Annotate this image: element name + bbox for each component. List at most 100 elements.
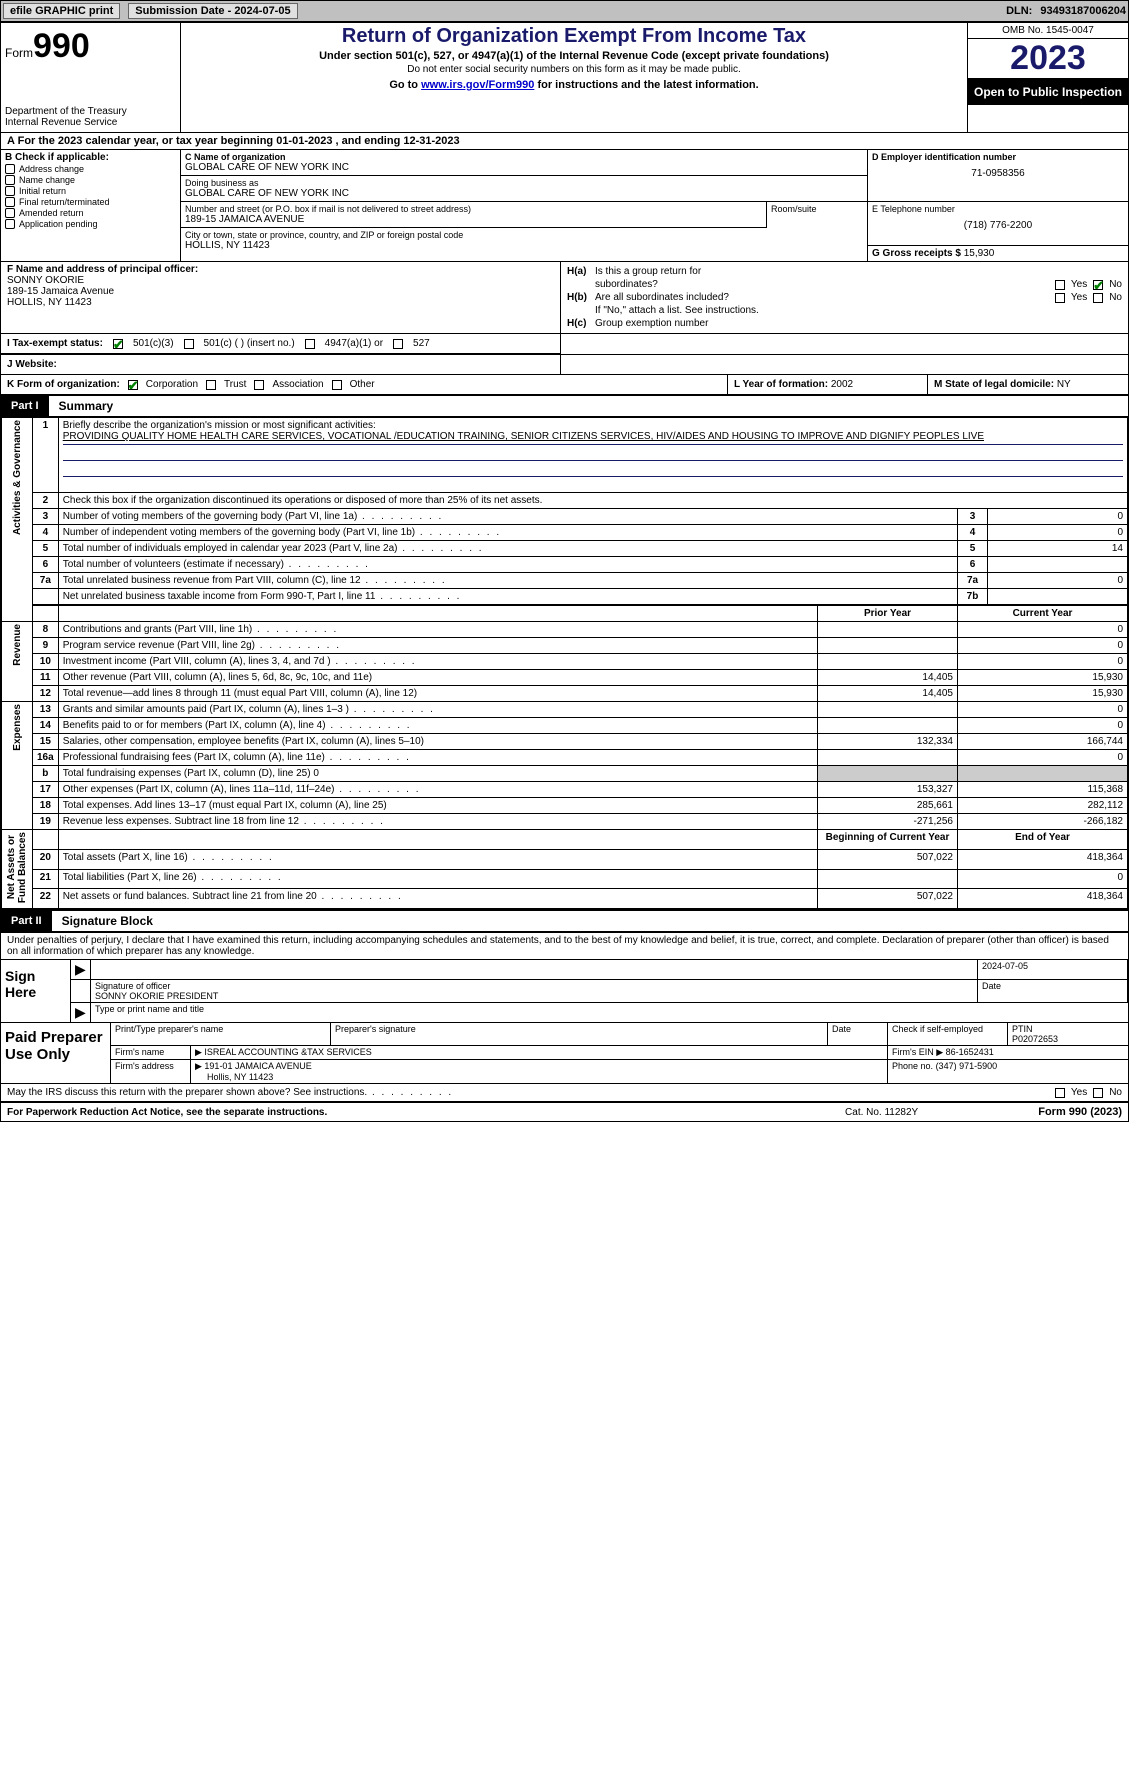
irs-link[interactable]: www.irs.gov/Form990 xyxy=(421,79,534,91)
row-ij: I Tax-exempt status: 501(c)(3) 501(c) ( … xyxy=(1,333,1128,354)
initial-return-checkbox[interactable] xyxy=(5,186,15,196)
line-21-prior xyxy=(818,869,958,889)
line-21-curr: 0 xyxy=(958,869,1128,889)
part2-header: Part II Signature Block xyxy=(1,909,1128,932)
col-m: M State of legal domicile: NY xyxy=(928,375,1128,394)
cat-no: Cat. No. 11282Y xyxy=(845,1107,918,1118)
line-15-curr: 166,744 xyxy=(958,734,1128,750)
line-19-curr: -266,182 xyxy=(958,814,1128,830)
j-right xyxy=(561,355,1128,374)
application-pending-checkbox[interactable] xyxy=(5,219,15,229)
line-22-curr: 418,364 xyxy=(958,889,1128,909)
line-7a: Total unrelated business revenue from Pa… xyxy=(58,573,957,589)
final-return-checkbox[interactable] xyxy=(5,197,15,207)
title-cell: Return of Organization Exempt From Incom… xyxy=(181,23,968,132)
assoc-checkbox[interactable] xyxy=(254,380,264,390)
line-15: Salaries, other compensation, employee b… xyxy=(58,734,817,750)
f-label: F Name and address of principal officer: xyxy=(7,264,198,275)
amended-return-checkbox[interactable] xyxy=(5,208,15,218)
phone-value: (718) 776-2200 xyxy=(872,220,1124,231)
line-12-curr: 15,930 xyxy=(958,686,1128,702)
paid-preparer-label: Paid Preparer Use Only xyxy=(1,1023,111,1083)
line-15-prior: 132,334 xyxy=(818,734,958,750)
hb-yes-checkbox[interactable] xyxy=(1055,293,1065,303)
sign-here-label: Sign Here xyxy=(1,960,71,1022)
discuss-yes-checkbox[interactable] xyxy=(1055,1088,1065,1098)
line-17: Other expenses (Part IX, column (A), lin… xyxy=(58,782,817,798)
line-16a: Professional fundraising fees (Part IX, … xyxy=(58,750,817,766)
col-c-name-label: C Name of organization xyxy=(185,152,286,162)
header-row: Form 990 Department of the Treasury Inte… xyxy=(1,23,1128,132)
officer-name: SONNY OKORIE xyxy=(7,275,554,286)
room-label: Room/suite xyxy=(771,204,863,214)
firm-city: Hollis, NY 11423 xyxy=(207,1072,273,1082)
line-13-curr: 0 xyxy=(958,702,1128,718)
line-16a-prior xyxy=(818,750,958,766)
city-value: HOLLIS, NY 11423 xyxy=(185,240,863,251)
firm-phone-label: Phone no. xyxy=(892,1061,933,1071)
address-change-checkbox[interactable] xyxy=(5,164,15,174)
column-d: D Employer identification number 71-0958… xyxy=(868,150,1128,261)
other-checkbox[interactable] xyxy=(332,380,342,390)
phone-label: E Telephone number xyxy=(872,204,1124,214)
row-fh: F Name and address of principal officer:… xyxy=(1,261,1128,333)
gross-label: G Gross receipts $ xyxy=(872,248,961,259)
line-14: Benefits paid to or for members (Part IX… xyxy=(58,718,817,734)
hc-text: Group exemption number xyxy=(595,318,1122,329)
firm-ein-label: Firm's EIN xyxy=(892,1047,934,1057)
line-18-prior: 285,661 xyxy=(818,798,958,814)
corp-checkbox[interactable] xyxy=(128,380,138,390)
527-label: 527 xyxy=(413,338,430,349)
line-21: Total liabilities (Part X, line 26) xyxy=(58,869,817,889)
line-7b: Net unrelated business taxable income fr… xyxy=(58,589,957,606)
form-container: Form 990 Department of the Treasury Inte… xyxy=(0,22,1129,1122)
hb-text: Are all subordinates included? xyxy=(595,292,1055,303)
trust-checkbox[interactable] xyxy=(206,380,216,390)
line-13-prior xyxy=(818,702,958,718)
address-change-label: Address change xyxy=(19,164,84,174)
inspection-notice: Open to Public Inspection xyxy=(968,79,1128,105)
line-14-prior xyxy=(818,718,958,734)
form-number: 990 xyxy=(33,27,90,66)
line-17-curr: 115,368 xyxy=(958,782,1128,798)
ssn-note: Do not enter social security numbers on … xyxy=(189,64,959,75)
discuss-no-checkbox[interactable] xyxy=(1093,1088,1103,1098)
line-1: Briefly describe the organization's miss… xyxy=(58,418,1127,493)
line-4: Number of independent voting members of … xyxy=(58,525,957,541)
line-1-num: 1 xyxy=(33,418,59,493)
form-number-cell: Form 990 Department of the Treasury Inte… xyxy=(1,23,181,132)
officer-street: 189-15 Jamaica Avenue xyxy=(7,286,554,297)
discuss-no-label: No xyxy=(1109,1087,1122,1098)
ha-yes-checkbox[interactable] xyxy=(1055,280,1065,290)
line-19-prior: -271,256 xyxy=(818,814,958,830)
side-expenses: Expenses xyxy=(2,702,33,830)
line-11: Other revenue (Part VIII, column (A), li… xyxy=(58,670,817,686)
part1-num: Part I xyxy=(1,397,49,415)
name-change-checkbox[interactable] xyxy=(5,175,15,185)
i-label: I Tax-exempt status: xyxy=(7,338,103,349)
discuss-text: May the IRS discuss this return with the… xyxy=(7,1087,1055,1098)
firm-addr-label: Firm's address xyxy=(111,1060,191,1083)
corp-label: Corporation xyxy=(146,379,198,390)
efile-print-button[interactable]: efile GRAPHIC print xyxy=(3,3,120,19)
city-label: City or town, state or province, country… xyxy=(185,230,863,240)
line-5-val: 14 xyxy=(988,541,1128,557)
name-change-label: Name change xyxy=(19,175,75,185)
501c-checkbox[interactable] xyxy=(184,339,194,349)
line-18-curr: 282,112 xyxy=(958,798,1128,814)
application-pending-label: Application pending xyxy=(19,219,98,229)
prep-name-label: Print/Type preparer's name xyxy=(111,1023,331,1045)
form-title: Return of Organization Exempt From Incom… xyxy=(189,25,959,48)
ha-no-checkbox[interactable] xyxy=(1093,280,1103,290)
firm-ein: 86-1652431 xyxy=(946,1047,994,1057)
hb-no-checkbox[interactable] xyxy=(1093,293,1103,303)
firm-phone: (347) 971-5900 xyxy=(936,1061,998,1071)
line-18: Total expenses. Add lines 13–17 (must eq… xyxy=(58,798,817,814)
527-checkbox[interactable] xyxy=(393,339,403,349)
4947-checkbox[interactable] xyxy=(305,339,315,349)
501c-label: 501(c) ( ) (insert no.) xyxy=(204,338,295,349)
dln-value: 93493187006204 xyxy=(1040,5,1126,17)
501c3-checkbox[interactable] xyxy=(113,339,123,349)
omb-number: OMB No. 1545-0047 xyxy=(968,23,1128,39)
instructions-link: Go to www.irs.gov/Form990 for instructio… xyxy=(189,79,959,91)
